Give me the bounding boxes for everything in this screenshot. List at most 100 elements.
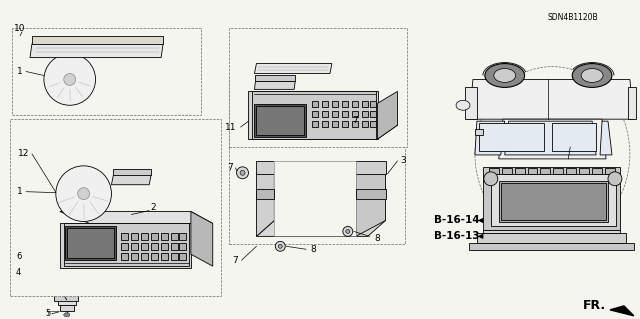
Polygon shape (255, 63, 332, 73)
Polygon shape (255, 104, 306, 137)
Polygon shape (60, 211, 212, 223)
Polygon shape (500, 183, 606, 220)
Polygon shape (151, 243, 158, 250)
Polygon shape (179, 234, 186, 240)
Polygon shape (161, 243, 168, 250)
Polygon shape (131, 243, 138, 250)
Polygon shape (342, 111, 348, 117)
Ellipse shape (346, 229, 350, 234)
Polygon shape (113, 169, 151, 175)
Polygon shape (605, 168, 615, 174)
Bar (275, 161, 356, 236)
Polygon shape (191, 211, 212, 266)
Polygon shape (65, 226, 116, 260)
Polygon shape (111, 175, 151, 185)
Polygon shape (122, 253, 129, 260)
Polygon shape (248, 91, 378, 139)
Polygon shape (540, 168, 550, 174)
Ellipse shape (572, 63, 612, 87)
Polygon shape (479, 123, 545, 151)
Polygon shape (356, 189, 385, 199)
Text: B-16-14: B-16-14 (434, 215, 480, 226)
Bar (10, 119, 221, 296)
Polygon shape (67, 228, 115, 258)
Polygon shape (342, 121, 348, 127)
Polygon shape (483, 230, 620, 234)
Ellipse shape (494, 69, 516, 82)
Ellipse shape (237, 167, 248, 179)
Ellipse shape (475, 67, 630, 241)
Polygon shape (477, 234, 626, 243)
Polygon shape (322, 111, 328, 117)
Polygon shape (161, 253, 168, 260)
Polygon shape (58, 289, 74, 294)
Ellipse shape (77, 188, 90, 200)
Polygon shape (554, 168, 563, 174)
Polygon shape (469, 79, 634, 119)
Text: B-16-13: B-16-13 (434, 231, 480, 241)
Ellipse shape (484, 172, 498, 186)
Bar (228, 28, 408, 147)
Polygon shape (255, 81, 295, 89)
Polygon shape (600, 121, 612, 155)
Text: 8: 8 (310, 245, 316, 254)
Polygon shape (370, 111, 376, 117)
Ellipse shape (64, 313, 70, 317)
Polygon shape (362, 101, 367, 107)
Polygon shape (465, 87, 477, 119)
Polygon shape (54, 294, 77, 301)
Polygon shape (151, 234, 158, 240)
Polygon shape (255, 76, 295, 81)
Polygon shape (141, 243, 148, 250)
Ellipse shape (64, 73, 76, 85)
Polygon shape (322, 101, 328, 107)
Polygon shape (131, 253, 138, 260)
Polygon shape (352, 111, 358, 117)
Polygon shape (352, 101, 358, 107)
Text: FR.: FR. (582, 300, 605, 312)
Ellipse shape (278, 244, 282, 248)
Ellipse shape (485, 63, 525, 87)
Polygon shape (312, 101, 318, 107)
Polygon shape (475, 121, 505, 155)
Polygon shape (628, 87, 636, 119)
Ellipse shape (456, 100, 470, 110)
Polygon shape (527, 168, 538, 174)
Polygon shape (248, 125, 397, 139)
Ellipse shape (359, 130, 364, 136)
Ellipse shape (240, 170, 245, 175)
Text: 7: 7 (233, 256, 239, 265)
Polygon shape (257, 220, 385, 236)
Polygon shape (552, 123, 596, 151)
Polygon shape (610, 306, 634, 316)
Polygon shape (505, 121, 596, 155)
Polygon shape (131, 234, 138, 240)
Polygon shape (370, 121, 376, 127)
Polygon shape (171, 253, 178, 260)
Ellipse shape (581, 69, 603, 82)
Bar (228, 78, 405, 244)
Ellipse shape (343, 226, 353, 236)
Text: 4: 4 (16, 268, 21, 277)
Ellipse shape (608, 172, 622, 186)
Ellipse shape (44, 54, 95, 105)
Polygon shape (171, 243, 178, 250)
Polygon shape (312, 121, 318, 127)
Polygon shape (64, 223, 189, 266)
Polygon shape (592, 168, 602, 174)
Text: 12: 12 (19, 149, 29, 159)
Polygon shape (257, 161, 385, 174)
Polygon shape (60, 223, 191, 268)
Polygon shape (342, 101, 348, 107)
Polygon shape (579, 168, 589, 174)
Polygon shape (362, 121, 367, 127)
Polygon shape (502, 168, 511, 174)
Polygon shape (141, 253, 148, 260)
Polygon shape (515, 168, 525, 174)
Polygon shape (322, 121, 328, 127)
Text: 8: 8 (375, 234, 380, 243)
Polygon shape (356, 174, 385, 236)
Polygon shape (257, 189, 275, 199)
Polygon shape (352, 121, 358, 127)
Polygon shape (378, 91, 397, 139)
